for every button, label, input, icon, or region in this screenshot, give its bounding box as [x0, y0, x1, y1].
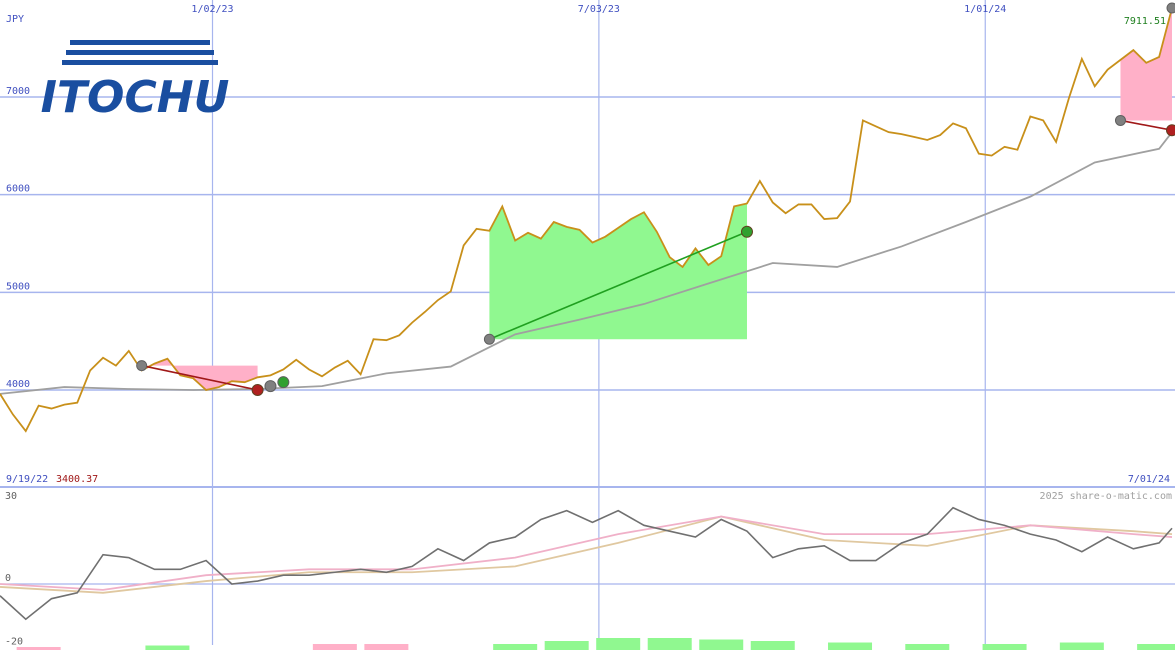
trade-markers: [136, 2, 1175, 396]
logo-stripes: [62, 40, 218, 65]
x-tick-label: 1/02/23: [191, 4, 233, 15]
currency-label: JPY: [6, 14, 24, 25]
osc-y-tick-label: 0: [5, 573, 11, 584]
oscillator-panel: [0, 506, 1175, 650]
trade-exit-marker: [1166, 124, 1175, 137]
end-date-label: 7/01/24: [1128, 474, 1170, 485]
trade-entry-marker: [136, 360, 148, 372]
last-value-label: 7911.51: [1124, 16, 1166, 27]
volume-bar: [1059, 642, 1104, 650]
itochu-logo: ITOCHU: [41, 40, 230, 123]
oscillator-line: [0, 506, 1173, 621]
osc-y-tick-label: -20: [5, 637, 23, 648]
price-y-tick-label: 4000: [6, 379, 30, 390]
volume-bar: [699, 639, 744, 650]
signal-pink-line: [0, 515, 1173, 591]
volume-bar: [364, 644, 409, 650]
logo-text: ITOCHU: [41, 72, 230, 123]
axis-labels: 4000 5000 6000 7000 1/02/23 7/03/23 1/01/24 30 0…: [5, 4, 1170, 648]
trade-entry-marker: [1114, 114, 1126, 126]
volume-bar: [16, 647, 61, 650]
trade-entry-marker: [483, 333, 495, 345]
osc-y-tick-label: 30: [5, 491, 17, 502]
hold-marker: [264, 380, 277, 393]
price-y-tick-label: 7000: [6, 86, 30, 97]
buy-marker: [277, 376, 290, 389]
x-tick-label: 1/01/24: [964, 4, 1006, 15]
volume-bar: [905, 644, 950, 650]
volume-bar: [596, 638, 641, 650]
volume-bar: [544, 641, 589, 650]
price-y-tick-label: 6000: [6, 184, 30, 195]
volume-bar: [982, 644, 1027, 650]
volume-bar: [828, 642, 873, 650]
volume-bar: [493, 644, 538, 650]
watermark: 2025 share-o-matic.com: [1040, 491, 1172, 502]
gain-trade-fill: [489, 203, 747, 340]
gain-trade-line: [489, 231, 748, 340]
volume-bar: [1137, 644, 1175, 650]
loss-trade-fill: [1120, 7, 1172, 121]
moving-average-line: [0, 131, 1173, 395]
volume-bar: [647, 638, 692, 650]
volume-bar: [750, 641, 795, 650]
trade-exit-marker: [251, 384, 264, 396]
volume-bar: [145, 645, 190, 650]
volume-bar: [312, 644, 357, 650]
loss-trade-line: [1120, 119, 1173, 131]
last-point-marker: [1166, 2, 1175, 14]
price-y-tick-label: 5000: [6, 281, 30, 292]
price-line: [0, 7, 1173, 433]
trade-exit-marker: [740, 225, 753, 238]
loss-trade-line: [141, 364, 258, 391]
start-date-label: 9/19/22: [6, 474, 48, 485]
price-series-group: [0, 7, 1173, 433]
min-value-label: 3400.37: [56, 474, 98, 485]
x-tick-label: 7/03/23: [578, 4, 620, 15]
